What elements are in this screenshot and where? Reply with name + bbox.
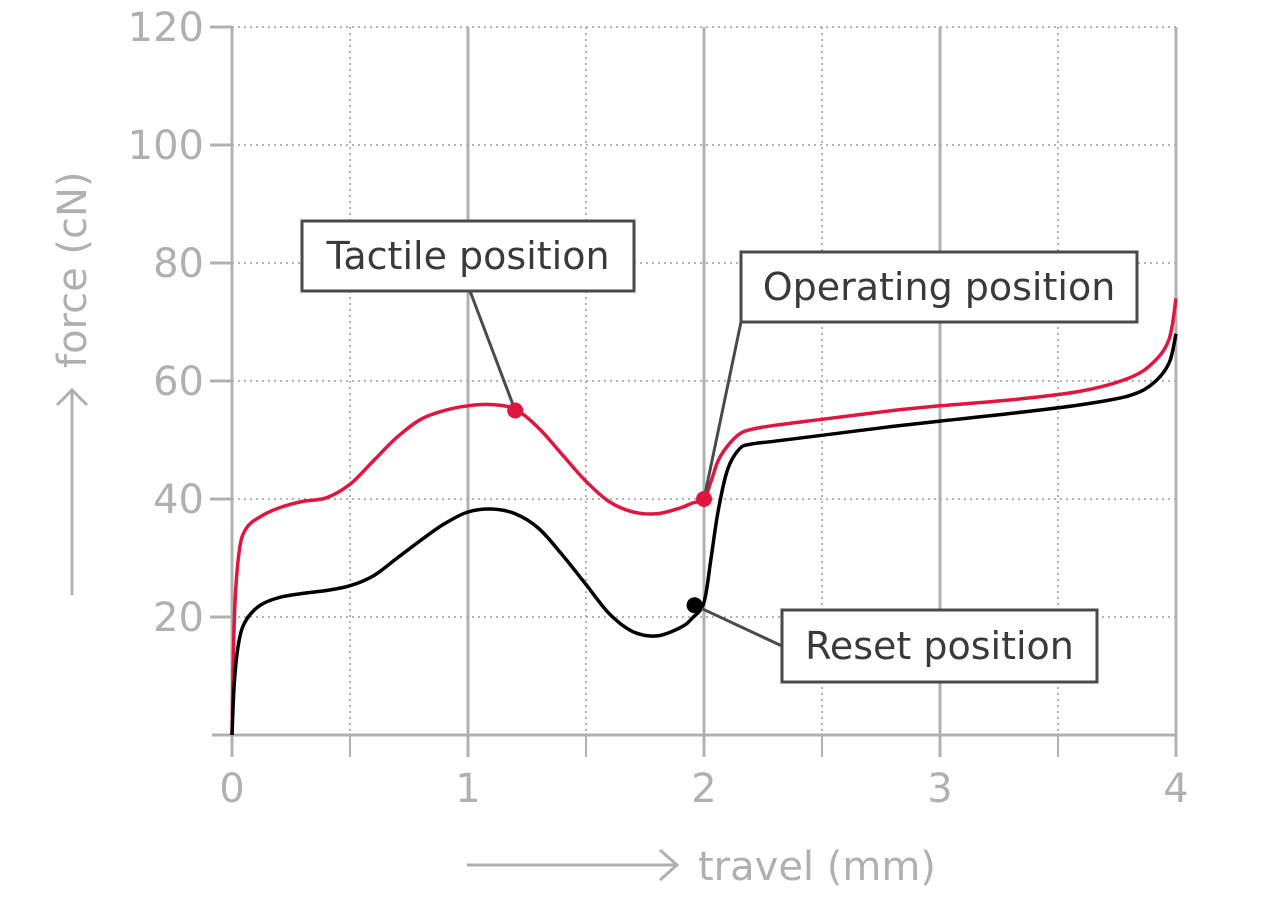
callout-leader-line	[693, 603, 783, 648]
callout: Operating position	[696, 250, 1139, 507]
y-tick-label: 40	[153, 477, 204, 523]
callout-label: Reset position	[805, 624, 1074, 668]
x-axis-title: travel (mm)	[698, 844, 936, 890]
y-axis-arrowhead	[55, 387, 89, 407]
callout-box	[780, 608, 1099, 684]
axes: 0 1 2 3 4 20 40 60 80 100 120	[128, 5, 1189, 812]
y-axis-title: force (cN)	[50, 171, 96, 368]
callout-leader-line	[468, 290, 517, 412]
callout-marker	[507, 402, 524, 419]
callout-leader-line	[702, 321, 743, 500]
y-tick-label: 20	[153, 595, 204, 641]
callout: Tactile position	[300, 219, 636, 419]
x-axis-arrowhead	[659, 848, 680, 882]
series-lines	[230, 298, 1178, 736]
y-tick-label: 60	[153, 359, 204, 405]
x-tick-label: 2	[691, 766, 716, 812]
series-line-red	[230, 298, 1178, 736]
callout-box	[739, 250, 1139, 324]
callout-marker	[686, 597, 703, 614]
x-tick-label: 4	[1163, 766, 1188, 812]
y-tick-label: 100	[128, 123, 204, 169]
callout: Reset position	[686, 597, 1099, 684]
series-line-black	[230, 333, 1178, 736]
callout-marker	[696, 491, 712, 507]
callout-box	[300, 219, 636, 293]
x-tick-label: 0	[219, 766, 244, 812]
axis-titles: travel (mm) force (cN)	[50, 171, 936, 890]
x-tick-label: 3	[927, 766, 952, 812]
callout-label: Operating position	[763, 265, 1116, 309]
callouts: Tactile position Operating position Reset …	[300, 219, 1139, 684]
y-tick-label: 120	[128, 5, 204, 51]
y-tick-label: 80	[153, 241, 204, 287]
x-tick-label: 1	[455, 766, 480, 812]
callout-label: Tactile position	[325, 234, 609, 278]
